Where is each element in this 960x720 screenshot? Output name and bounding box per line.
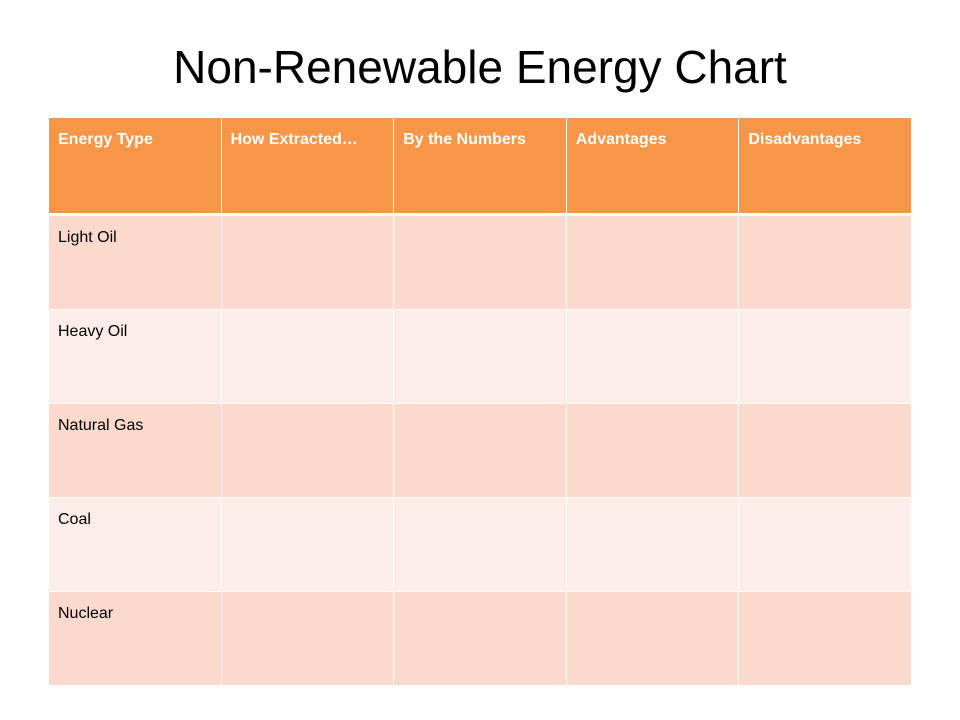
how-extracted-cell bbox=[220, 591, 395, 686]
energy-type-cell: Heavy Oil bbox=[48, 309, 222, 404]
by-the-numbers-cell bbox=[393, 309, 567, 404]
advantages-cell bbox=[565, 214, 740, 310]
energy-type-cell: Nuclear bbox=[48, 591, 222, 686]
advantages-cell bbox=[565, 591, 740, 686]
header-row: Energy Type How Extracted… By the Number… bbox=[48, 117, 912, 216]
table-row: Nuclear bbox=[48, 591, 912, 686]
by-the-numbers-cell bbox=[393, 214, 567, 310]
disadvantages-cell bbox=[738, 214, 912, 310]
by-the-numbers-cell bbox=[393, 403, 567, 498]
energy-type-cell: Light Oil bbox=[48, 214, 222, 310]
header-by-the-numbers: By the Numbers bbox=[393, 117, 567, 216]
how-extracted-cell bbox=[220, 214, 395, 310]
how-extracted-cell bbox=[220, 309, 395, 404]
disadvantages-cell bbox=[738, 591, 912, 686]
header-how-extracted: How Extracted… bbox=[220, 117, 395, 216]
table-row: Heavy Oil bbox=[48, 309, 912, 404]
disadvantages-cell bbox=[738, 403, 912, 498]
header-advantages: Advantages bbox=[565, 117, 740, 216]
table-row: Light Oil bbox=[48, 214, 912, 310]
by-the-numbers-cell bbox=[393, 497, 567, 592]
table-row: Coal bbox=[48, 497, 912, 592]
energy-type-cell: Natural Gas bbox=[48, 403, 222, 498]
header-disadvantages: Disadvantages bbox=[738, 117, 912, 216]
header-energy-type: Energy Type bbox=[48, 117, 222, 216]
by-the-numbers-cell bbox=[393, 591, 567, 686]
advantages-cell bbox=[565, 497, 740, 592]
how-extracted-cell bbox=[220, 497, 395, 592]
how-extracted-cell bbox=[220, 403, 395, 498]
advantages-cell bbox=[565, 309, 740, 404]
advantages-cell bbox=[565, 403, 740, 498]
energy-type-cell: Coal bbox=[48, 497, 222, 592]
slide-title: Non-Renewable Energy Chart bbox=[173, 41, 787, 93]
table-row: Natural Gas bbox=[48, 403, 912, 498]
disadvantages-cell bbox=[738, 309, 912, 404]
energy-table: Energy Type How Extracted… By the Number… bbox=[48, 117, 912, 686]
disadvantages-cell bbox=[738, 497, 912, 592]
